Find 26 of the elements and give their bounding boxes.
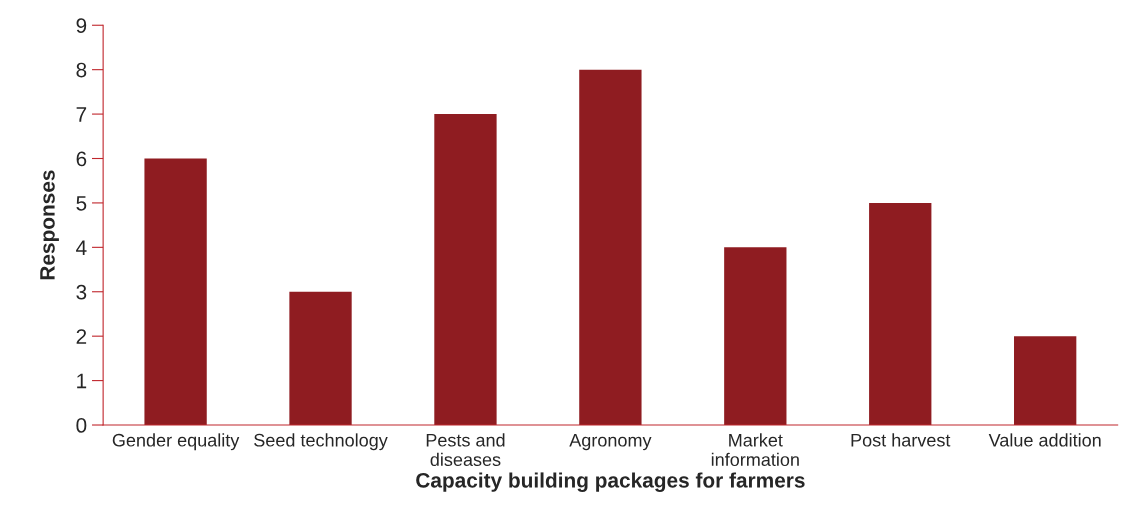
- y-axis-title: Responses: [40, 170, 59, 280]
- y-tick-label: 4: [76, 240, 87, 255]
- x-axis-title: Capacity building packages for farmers: [416, 472, 805, 492]
- bar: [1014, 336, 1077, 426]
- y-tick-label: 5: [76, 196, 87, 211]
- y-tick-label: 9: [76, 18, 87, 33]
- x-tick-label: Value addition: [988, 433, 1101, 447]
- y-tick-label: 0: [76, 418, 87, 433]
- bar: [724, 247, 787, 426]
- bar: [289, 291, 352, 426]
- x-tick-label: Gender equality: [112, 433, 240, 451]
- y-tick-label: 2: [76, 329, 87, 344]
- bar: [434, 114, 497, 426]
- x-tick-label: Seed technology: [254, 433, 388, 451]
- x-tick-label: Agronomy: [569, 434, 652, 451]
- y-tick-label: 6: [76, 151, 87, 167]
- bar: [869, 202, 932, 426]
- x-tick-label: Pests and diseases: [426, 433, 505, 467]
- x-tick-label: Market information: [711, 433, 799, 467]
- y-tick-label: 3: [76, 284, 87, 300]
- y-tick-label: 1: [77, 373, 87, 389]
- bar: [144, 158, 207, 426]
- y-tick-label: 8: [76, 62, 87, 78]
- x-tick-label: Post harvest: [851, 433, 951, 447]
- bar: [579, 69, 642, 426]
- y-tick-label: 7: [76, 107, 87, 122]
